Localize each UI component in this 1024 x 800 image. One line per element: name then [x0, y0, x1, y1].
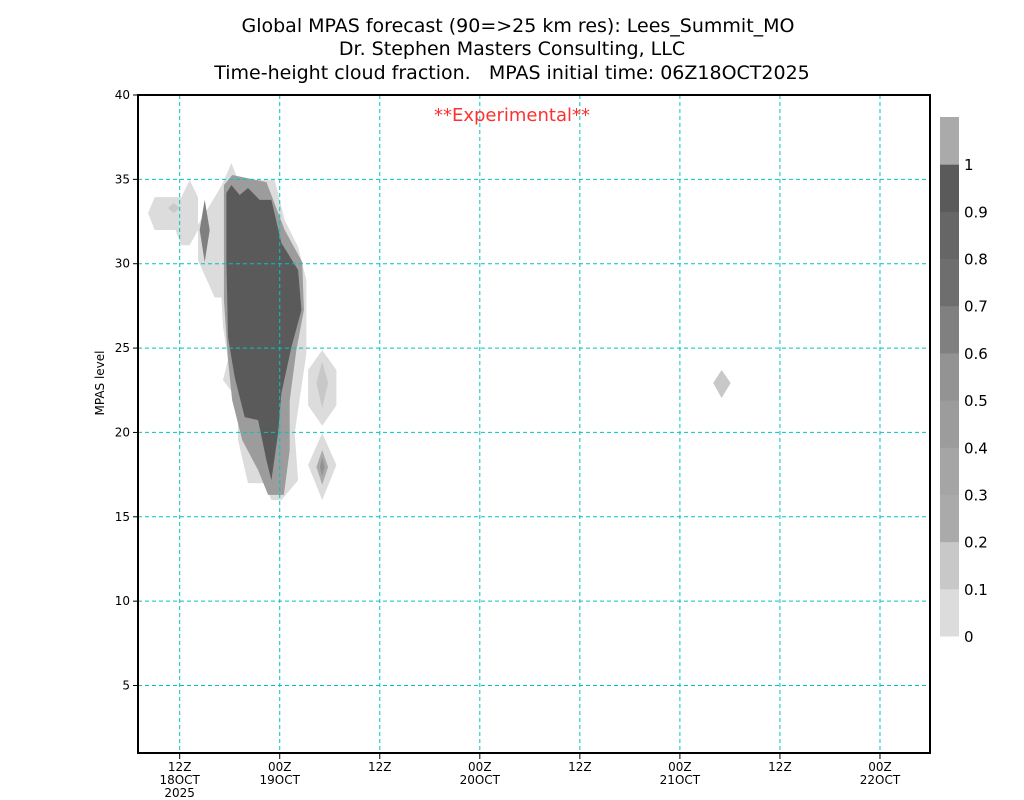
x-tick-label: 12Z	[168, 760, 192, 774]
y-axis-label: MPAS level	[93, 351, 107, 416]
colorbar-label: 0.8	[964, 251, 988, 269]
x-tick-label: 12Z	[368, 760, 392, 774]
colorbar-swatch	[940, 258, 959, 307]
colorbar-swatch	[940, 305, 959, 354]
colorbar: 0 0.1 0.2 0.3 0.4 0.5 0.6 0.7 0.8 0.9 1	[940, 117, 988, 646]
colorbar-swatch	[940, 211, 959, 260]
x-tick-label: 20OCT	[460, 773, 501, 787]
x-tick-label: 00Z	[868, 760, 892, 774]
x-tick-label: 00Z	[468, 760, 492, 774]
colorbar-swatch	[940, 541, 959, 590]
title-line-2: Dr. Stephen Masters Consulting, LLC	[339, 38, 685, 60]
plot-frame	[137, 94, 931, 754]
x-tick-label: 2025	[164, 786, 195, 800]
y-tick-label: 5	[122, 679, 130, 693]
colorbar-label: 1	[964, 156, 974, 174]
y-tick-label: 20	[115, 425, 130, 439]
experimental-annotation: **Experimental**	[434, 105, 590, 126]
colorbar-label: 0.9	[964, 203, 988, 221]
colorbar-label: 0.5	[964, 392, 988, 410]
title-line-3: Time-height cloud fraction. MPAS initial…	[213, 62, 810, 84]
x-tick-label: 00Z	[268, 760, 292, 774]
colorbar-label: 0.7	[964, 298, 988, 316]
x-tick-label: 21OCT	[660, 773, 701, 787]
y-tick-label: 35	[115, 172, 130, 186]
x-tick-label: 19OCT	[260, 773, 301, 787]
colorbar-swatch	[940, 588, 959, 637]
colorbar-swatch	[940, 400, 959, 448]
y-axis-ticks: 5 10 15 20 25 30 35 40	[115, 88, 138, 693]
y-tick-label: 15	[115, 510, 130, 524]
cloud-contour	[148, 180, 198, 246]
colorbar-label: 0.3	[964, 486, 988, 504]
cloud-contour	[226, 185, 302, 481]
x-tick-label: 18OCT	[159, 773, 200, 787]
colorbar-label: 0.2	[964, 534, 988, 552]
x-tick-label: 12Z	[568, 760, 592, 774]
colorbar-label: 0.4	[964, 439, 988, 457]
cloud-contour	[713, 370, 731, 398]
cloud-contour	[199, 199, 210, 262]
cloud-contour	[168, 203, 180, 214]
colorbar-swatch	[940, 352, 959, 401]
y-tick-label: 10	[115, 594, 130, 608]
colorbar-label: 0.1	[964, 581, 988, 599]
cloud-contour	[316, 361, 329, 408]
grid-lines	[138, 95, 930, 753]
cloud-contour	[319, 457, 325, 477]
colorbar-swatch	[940, 494, 959, 543]
title-line-1: Global MPAS forecast (90=>25 km res): Le…	[241, 15, 794, 37]
y-tick-label: 30	[115, 257, 130, 271]
x-tick-label: 00Z	[668, 760, 692, 774]
colorbar-swatch	[940, 117, 959, 165]
cloud-fraction-contours	[148, 163, 731, 501]
x-tick-label: 22OCT	[860, 773, 901, 787]
colorbar-label: 0.6	[964, 345, 988, 363]
colorbar-label: 0	[964, 628, 974, 646]
y-tick-label: 40	[115, 88, 130, 102]
colorbar-swatch	[940, 164, 959, 212]
x-tick-label: 12Z	[768, 760, 792, 774]
colorbar-swatch	[940, 447, 959, 495]
y-tick-label: 25	[115, 341, 130, 355]
